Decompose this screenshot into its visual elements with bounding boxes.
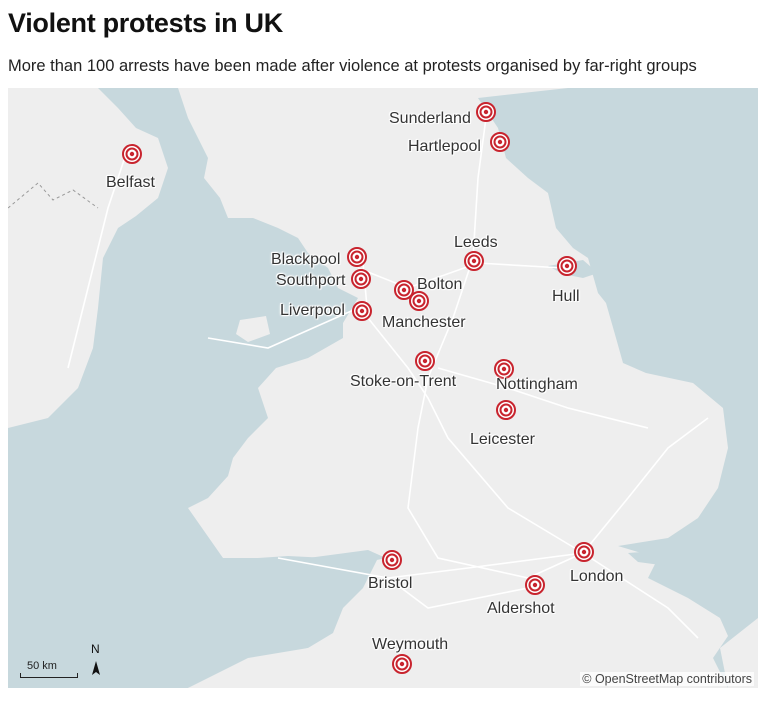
marker-manchester[interactable] (409, 291, 429, 311)
ni-border (8, 182, 99, 209)
label-southport: Southport (276, 272, 346, 289)
label-hartlepool: Hartlepool (408, 138, 481, 155)
label-bolton: Bolton (417, 276, 463, 293)
ireland-land (8, 88, 168, 428)
label-leicester: Leicester (470, 431, 535, 448)
map[interactable]: Sunderland Hartlepool Belfast Leeds Blackpoo… (8, 88, 758, 688)
marker-aldershot[interactable] (525, 575, 545, 595)
label-aldershot: Aldershot (487, 600, 555, 617)
label-stoke-on-trent: Stoke-on-Trent (350, 373, 457, 390)
marker-leeds[interactable] (464, 251, 484, 271)
marker-london[interactable] (574, 542, 594, 562)
road-network (67, 117, 709, 639)
label-blackpool: Blackpool (271, 251, 341, 268)
target-icon (352, 301, 372, 321)
target-icon (496, 400, 516, 420)
target-icon (494, 359, 514, 379)
north-arrow: N (88, 642, 104, 678)
scale-label: 50 km (27, 660, 57, 672)
target-icon (347, 247, 367, 267)
label-leeds: Leeds (454, 234, 498, 251)
target-icon (409, 291, 429, 311)
target-icon (392, 654, 412, 674)
label-london: London (570, 568, 624, 585)
marker-southport[interactable] (351, 269, 371, 289)
label-belfast: Belfast (106, 174, 155, 191)
page-subtitle: More than 100 arrests have been made aft… (8, 57, 697, 75)
attribution[interactable]: © OpenStreetMap contributors (580, 672, 754, 686)
target-icon (122, 144, 142, 164)
anglesey-land (236, 316, 270, 342)
isle-of-wight-land (513, 638, 543, 656)
great-britain-land (178, 88, 728, 688)
target-icon (525, 575, 545, 595)
marker-blackpool[interactable] (347, 247, 367, 267)
scale-bar: 50 km (20, 660, 78, 678)
label-nottingham: Nottingham (496, 376, 578, 393)
map-basemap (8, 88, 758, 688)
target-icon (490, 132, 510, 152)
north-arrow-icon (92, 661, 100, 675)
marker-liverpool[interactable] (352, 301, 372, 321)
page-title: Violent protests in UK (8, 8, 283, 38)
label-liverpool: Liverpool (280, 302, 345, 319)
target-icon (394, 280, 414, 300)
marker-leicester[interactable] (496, 400, 516, 420)
severn-estuary (308, 550, 386, 566)
target-icon (351, 269, 371, 289)
target-icon (382, 550, 402, 570)
marker-weymouth[interactable] (392, 654, 412, 674)
label-manchester: Manchester (382, 314, 466, 331)
marker-sunderland[interactable] (476, 102, 496, 122)
marker-hull[interactable] (557, 256, 577, 276)
target-icon (557, 256, 577, 276)
marker-stoke-on-trent[interactable] (415, 351, 435, 371)
marker-nottingham[interactable] (494, 359, 514, 379)
target-icon (464, 251, 484, 271)
label-hull: Hull (552, 288, 580, 305)
marker-bristol[interactable] (382, 550, 402, 570)
label-sunderland: Sunderland (389, 110, 471, 127)
target-icon (574, 542, 594, 562)
north-label: N (91, 642, 100, 656)
marker-belfast[interactable] (122, 144, 142, 164)
label-bristol: Bristol (368, 575, 413, 592)
label-weymouth: Weymouth (372, 636, 449, 653)
thames-estuary (628, 550, 698, 566)
south-west-land (188, 648, 388, 688)
isle-of-man-land (244, 188, 260, 218)
marker-bolton[interactable] (394, 280, 414, 300)
target-icon (476, 102, 496, 122)
target-icon (415, 351, 435, 371)
france-land (720, 618, 758, 688)
marker-hartlepool[interactable] (490, 132, 510, 152)
